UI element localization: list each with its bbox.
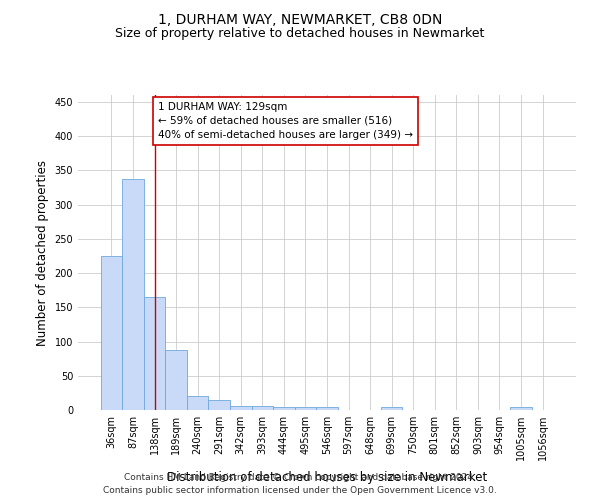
Bar [187,396,208,410]
Bar [166,350,187,410]
Bar [251,406,273,410]
Bar [381,408,403,410]
Bar [122,179,144,410]
X-axis label: Distribution of detached houses by size in Newmarket: Distribution of detached houses by size … [167,472,487,484]
Text: Contains HM Land Registry data © Crown copyright and database right 2024.
Contai: Contains HM Land Registry data © Crown c… [103,473,497,495]
Text: 1 DURHAM WAY: 129sqm
← 59% of detached houses are smaller (516)
40% of semi-deta: 1 DURHAM WAY: 129sqm ← 59% of detached h… [158,102,413,140]
Bar [295,406,316,410]
Bar [101,256,122,410]
Bar [510,408,532,410]
Text: Size of property relative to detached houses in Newmarket: Size of property relative to detached ho… [115,28,485,40]
Y-axis label: Number of detached properties: Number of detached properties [36,160,49,346]
Text: 1, DURHAM WAY, NEWMARKET, CB8 0DN: 1, DURHAM WAY, NEWMARKET, CB8 0DN [158,12,442,26]
Bar [273,406,295,410]
Bar [208,400,230,410]
Bar [316,408,338,410]
Bar [230,406,251,410]
Bar [144,297,166,410]
